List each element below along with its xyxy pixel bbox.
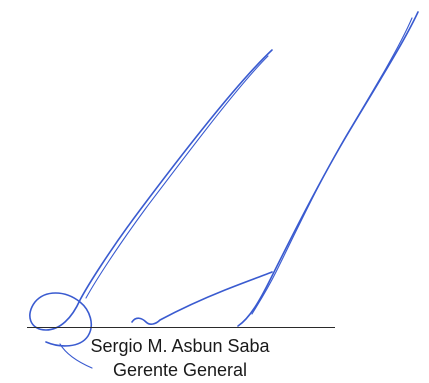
signature-line (27, 327, 335, 328)
signer-name: Sergio M. Asbun Saba (90, 336, 270, 356)
signature-stroke-left-double (85, 55, 269, 299)
signature-stroke-tail (59, 343, 93, 369)
signer-title: Gerente General (112, 360, 248, 380)
signature-stroke-right-double (251, 17, 413, 315)
signature-stroke-base (131, 271, 273, 325)
signature-stroke-left (29, 49, 273, 347)
